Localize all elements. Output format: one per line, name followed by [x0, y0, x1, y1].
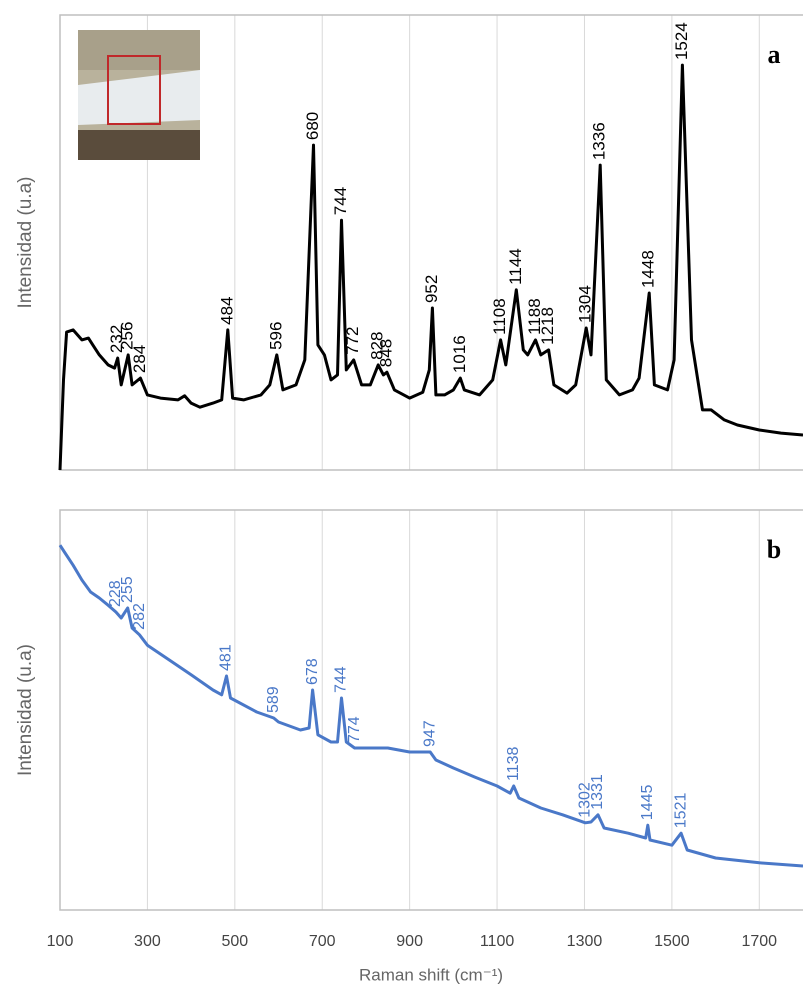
x-tick-label: 900: [396, 933, 423, 950]
peak-label: 678: [304, 658, 321, 685]
x-tick-label: 700: [309, 933, 336, 950]
peak-label: 680: [303, 112, 322, 140]
peak-label: 481: [218, 644, 235, 671]
peak-label: 1016: [450, 335, 469, 373]
peak-label: 1448: [639, 250, 658, 288]
x-tick-label: 1100: [480, 933, 515, 950]
peak-label: 828: [368, 332, 387, 360]
peak-label: 947: [421, 720, 438, 747]
panel-label: a: [768, 40, 781, 69]
peak-label: 284: [130, 345, 149, 373]
peak-label: 848: [376, 339, 395, 367]
x-tick-label: 1700: [741, 933, 777, 950]
peak-label: 1138: [505, 746, 522, 781]
peak-label: 596: [266, 322, 285, 350]
peak-label: 1108: [490, 298, 509, 335]
frame: [59, 14, 803, 471]
peak-label: 1445: [639, 785, 656, 821]
x-axis-label: Raman shift (cm⁻¹): [359, 965, 503, 984]
peak-label: 1188: [525, 298, 544, 335]
x-tick-label: 300: [134, 933, 161, 950]
peak-label: 232: [107, 325, 126, 353]
peak-label: 744: [331, 187, 350, 215]
peak-label: 744: [333, 666, 350, 693]
peak-label: 1336: [590, 122, 609, 160]
spectrum-line: [58, 544, 803, 868]
peak-label: 1304: [576, 285, 595, 323]
peak-label: 228: [107, 580, 124, 607]
peak-label: 1331: [589, 774, 606, 810]
peak-label: 952: [422, 275, 441, 303]
y-axis-label: Intensidad (u.a): [15, 644, 36, 776]
peak-label: 282: [131, 603, 148, 630]
peak-label: 1144: [506, 248, 525, 285]
spectrum-line: [58, 63, 803, 471]
peak-label: 1302: [577, 782, 594, 818]
x-tick-label: 100: [47, 933, 74, 950]
peak-label: 484: [217, 296, 236, 324]
peak-label: 256: [118, 322, 137, 350]
peak-label: 1521: [672, 793, 689, 829]
peak-label: 1524: [672, 22, 691, 60]
y-axis-label: Intensidad (u.a): [15, 176, 36, 308]
frame: [59, 509, 803, 911]
peak-label: 1218: [538, 307, 557, 345]
peak-label: 589: [265, 686, 282, 713]
peak-label: 774: [346, 716, 363, 743]
x-tick-label: 500: [221, 933, 248, 950]
inset-photo: [78, 30, 200, 160]
panel-label: b: [767, 535, 781, 564]
peak-label: 255: [119, 576, 136, 603]
peak-label: 772: [343, 327, 362, 355]
x-tick-label: 1500: [654, 933, 690, 950]
x-tick-label: 1300: [567, 933, 603, 950]
